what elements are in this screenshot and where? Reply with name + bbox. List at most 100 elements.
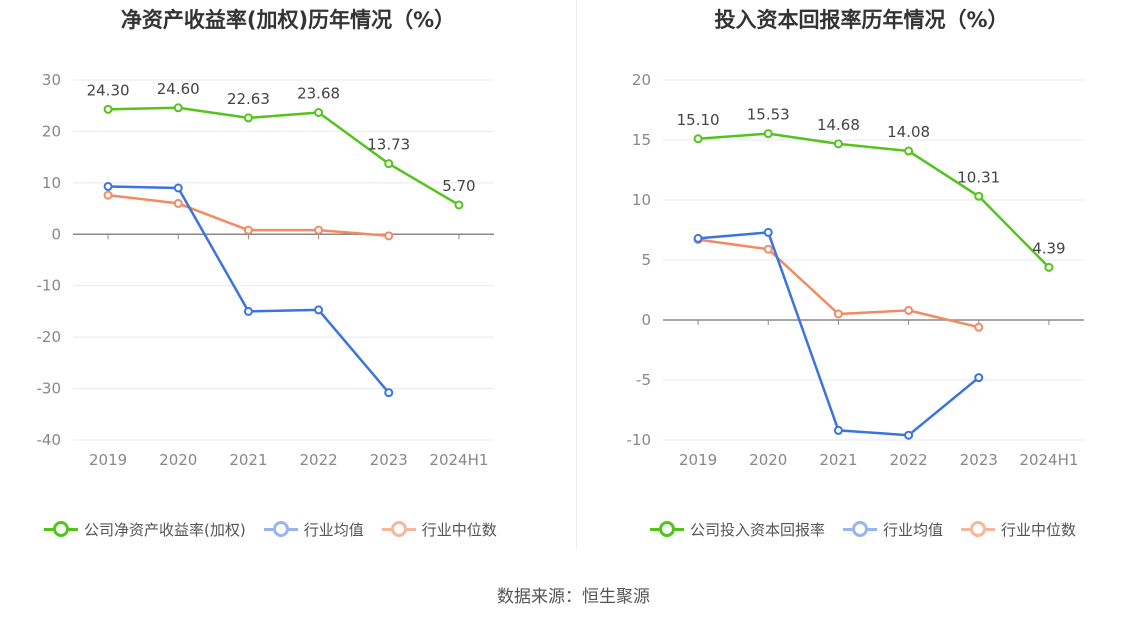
legend-marker-icon (381, 519, 416, 539)
data-point[interactable] (974, 373, 984, 383)
x-tick-label: 2021 (819, 451, 857, 469)
data-point[interactable] (243, 113, 253, 123)
legend-marker-icon (650, 519, 684, 539)
x-tick-label: 2024H1 (429, 451, 488, 469)
data-label: 23.68 (297, 85, 340, 103)
left-legend: 公司净资产收益率(加权) 行业均值 行业中位数 (44, 516, 515, 542)
legend-label: 行业中位数 (1001, 520, 1077, 539)
data-point[interactable] (1044, 262, 1054, 272)
data-label: 22.63 (227, 90, 270, 108)
legend-item-industry-median[interactable]: 行业中位数 (961, 519, 1076, 540)
y-tick-label: 20 (42, 122, 61, 140)
data-point[interactable] (103, 104, 113, 114)
y-tick-label: -5 (636, 371, 651, 389)
data-point[interactable] (314, 108, 324, 118)
roe-line-chart: 30 20 10 0 -10 -20 -30 -40 2019 2020 2021 2022 2023 2… (37, 71, 494, 469)
data-point[interactable] (974, 191, 984, 201)
data-point[interactable] (833, 425, 843, 435)
x-tick-label: 2024H1 (1019, 451, 1078, 469)
y-tick-label: -20 (37, 328, 62, 346)
roic-line-chart: 20 15 10 5 0 -5 -10 2019 2020 2021 2022 2023 2024H1 1… (627, 71, 1084, 469)
data-point[interactable] (833, 309, 843, 319)
x-tick-label: 2020 (749, 451, 787, 469)
data-point[interactable] (384, 159, 394, 169)
legend-item-industry-median[interactable]: 行业中位数 (381, 519, 497, 540)
data-point[interactable] (904, 305, 914, 315)
legend-item-industry-mean[interactable]: 行业均值 (263, 519, 364, 540)
right-chart-title: 投入资本回报率历年情况（%） (714, 8, 1009, 32)
data-label: 15.53 (747, 106, 790, 124)
data-label: 10.31 (957, 168, 1000, 186)
y-tick-label: 0 (51, 225, 61, 243)
data-point[interactable] (763, 244, 773, 254)
legend-label: 行业均值 (303, 520, 364, 539)
data-point[interactable] (693, 233, 703, 243)
data-point[interactable] (833, 139, 843, 149)
y-tick-label: -40 (37, 431, 62, 449)
y-tick-label: -30 (37, 380, 62, 398)
data-point[interactable] (904, 146, 914, 156)
x-tick-label: 2020 (159, 451, 197, 469)
series-line[interactable] (697, 132, 1050, 269)
y-tick-label: 0 (641, 311, 651, 329)
data-label: 4.39 (1032, 239, 1065, 257)
x-tick-label: 2023 (960, 451, 998, 469)
legend-marker-icon (843, 519, 878, 539)
data-label: 5.70 (442, 177, 475, 195)
data-point[interactable] (173, 183, 183, 193)
y-tick-label: 20 (632, 71, 651, 89)
series-line[interactable] (108, 185, 390, 394)
y-tick-label: 10 (632, 191, 651, 209)
data-point[interactable] (384, 388, 394, 398)
legend-marker-icon (263, 519, 298, 539)
data-source: 数据来源：恒生聚源 (497, 587, 650, 607)
data-point[interactable] (173, 103, 183, 113)
legend-label: 行业均值 (883, 520, 944, 539)
right-legend: 公司投入资本回报率 行业均值 行业中位数 (650, 516, 1094, 542)
data-point[interactable] (763, 129, 773, 139)
data-point[interactable] (384, 231, 394, 241)
data-label: 14.68 (817, 116, 860, 134)
data-label: 14.08 (887, 123, 930, 141)
left-chart-title: 净资产收益率(加权)历年情况（%） (120, 8, 456, 32)
x-tick-label: 2019 (89, 451, 127, 469)
x-tick-label: 2023 (370, 451, 408, 469)
data-point[interactable] (243, 225, 253, 235)
data-label: 13.73 (367, 136, 410, 154)
legend-label: 公司净资产收益率(加权) (84, 520, 246, 539)
y-tick-label: 15 (632, 131, 651, 149)
series-line[interactable] (108, 106, 460, 207)
legend-item-company-roe[interactable]: 公司净资产收益率(加权) (44, 519, 246, 540)
legend-item-industry-mean[interactable]: 行业均值 (843, 519, 943, 540)
y-tick-label: 30 (42, 71, 61, 89)
legend-label: 公司投入资本回报率 (690, 520, 826, 539)
x-tick-label: 2022 (889, 451, 927, 469)
data-point[interactable] (243, 306, 253, 316)
y-tick-label: 5 (641, 251, 651, 269)
data-label: 15.10 (677, 111, 720, 129)
data-label: 24.60 (157, 80, 200, 98)
legend-item-company-roic[interactable]: 公司投入资本回报率 (650, 519, 825, 540)
x-tick-label: 2022 (299, 451, 337, 469)
series-line[interactable] (697, 231, 980, 437)
x-tick-label: 2021 (229, 451, 267, 469)
data-point[interactable] (103, 190, 113, 200)
data-point[interactable] (904, 430, 914, 440)
data-point[interactable] (173, 198, 183, 208)
y-tick-label: -10 (627, 431, 652, 449)
legend-label: 行业中位数 (421, 520, 497, 539)
legend-marker-icon (44, 519, 78, 539)
x-tick-label: 2019 (679, 451, 717, 469)
data-point[interactable] (763, 227, 773, 237)
y-tick-label: -10 (37, 277, 62, 295)
data-point[interactable] (314, 305, 324, 315)
data-point[interactable] (103, 181, 113, 191)
data-label: 24.30 (87, 81, 130, 99)
legend-marker-icon (961, 519, 996, 539)
data-point[interactable] (314, 225, 324, 235)
data-point[interactable] (454, 200, 464, 210)
data-point[interactable] (693, 134, 703, 144)
data-point[interactable] (974, 322, 984, 332)
y-tick-label: 10 (42, 174, 61, 192)
chart-divider (576, 0, 577, 550)
